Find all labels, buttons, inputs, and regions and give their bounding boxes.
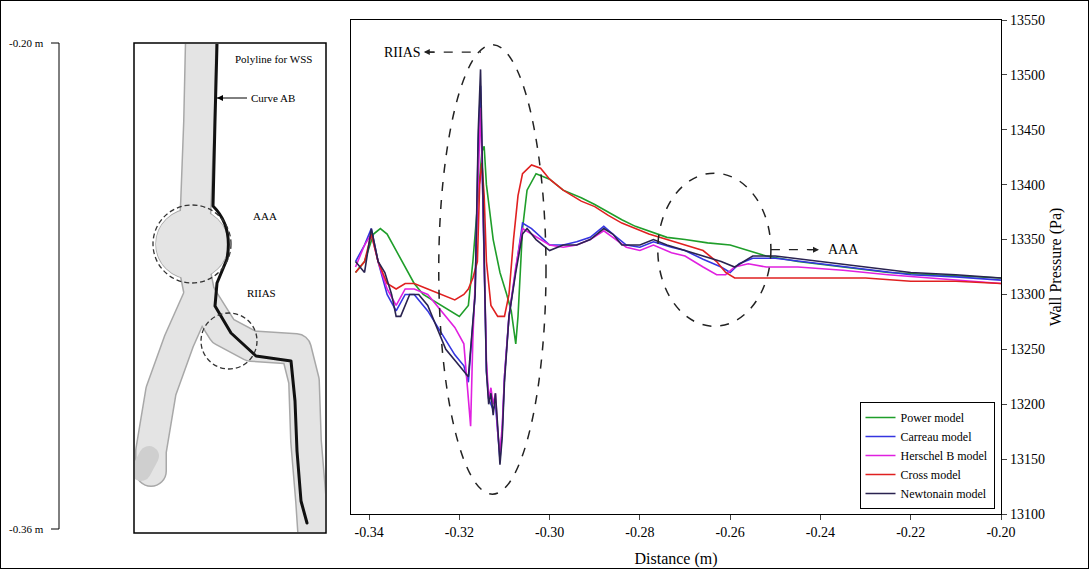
svg-text:13350: 13350 <box>1010 232 1045 247</box>
svg-text:-0.36 m: -0.36 m <box>9 523 44 535</box>
svg-text:13200: 13200 <box>1010 397 1045 412</box>
svg-text:AAA: AAA <box>828 242 859 257</box>
svg-text:13150: 13150 <box>1010 452 1045 467</box>
svg-text:Distance (m): Distance (m) <box>634 550 717 568</box>
svg-text:-0.28: -0.28 <box>625 525 654 540</box>
svg-text:-0.20: -0.20 <box>986 525 1015 540</box>
svg-text:Herschel B model: Herschel B model <box>901 449 988 463</box>
svg-text:-0.22: -0.22 <box>896 525 925 540</box>
svg-text:Wall Pressure (Pa): Wall Pressure (Pa) <box>1047 208 1065 327</box>
svg-text:Polyline for WSS: Polyline for WSS <box>235 53 312 65</box>
svg-text:-0.24: -0.24 <box>806 525 835 540</box>
svg-text:13100: 13100 <box>1010 507 1045 522</box>
svg-text:13500: 13500 <box>1010 68 1045 83</box>
svg-text:-0.32: -0.32 <box>445 525 474 540</box>
svg-text:Curve AB: Curve AB <box>251 92 295 104</box>
svg-text:13400: 13400 <box>1010 178 1045 193</box>
svg-text:Newtonain model: Newtonain model <box>901 487 987 501</box>
svg-text:RIIAS: RIIAS <box>384 45 421 60</box>
svg-text:13300: 13300 <box>1010 287 1045 302</box>
svg-text:-0.30: -0.30 <box>535 525 564 540</box>
svg-text:Power model: Power model <box>901 411 965 425</box>
svg-text:-0.34: -0.34 <box>354 525 383 540</box>
svg-text:-0.20 m: -0.20 m <box>9 37 44 49</box>
svg-text:RIIAS: RIIAS <box>247 287 276 299</box>
svg-text:Cross model: Cross model <box>901 468 962 482</box>
svg-text:-0.26: -0.26 <box>716 525 745 540</box>
svg-text:13450: 13450 <box>1010 123 1045 138</box>
svg-text:AAA: AAA <box>253 210 277 222</box>
svg-text:13550: 13550 <box>1010 13 1045 28</box>
svg-text:13250: 13250 <box>1010 342 1045 357</box>
svg-text:Carreau model: Carreau model <box>901 430 973 444</box>
